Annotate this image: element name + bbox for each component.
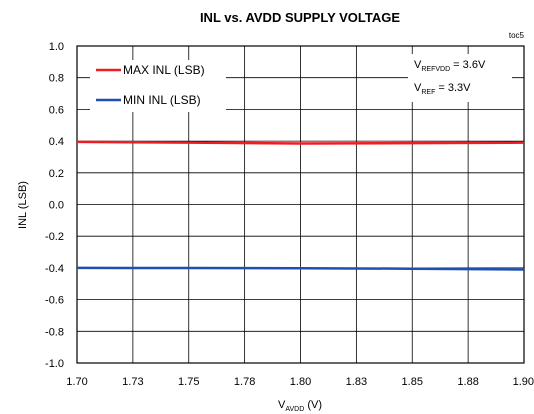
x-tick-label: 1.73	[122, 376, 143, 388]
y-tick-label: 0.6	[49, 104, 64, 116]
y-tick-label: 0.2	[49, 168, 64, 180]
y-tick-label: 1.0	[49, 41, 64, 53]
annotation-box: VREFVDD = 3.6V VREF = 3.3V	[408, 54, 512, 102]
y-axis-label: INL (LSB)	[17, 181, 29, 229]
y-tick-label: -0.6	[45, 295, 64, 307]
legend: MAX INL (LSB) MIN INL (LSB)	[90, 60, 226, 112]
annotation-refvdd: VREFVDD = 3.6V	[414, 59, 486, 73]
y-tick-label: -0.2	[45, 231, 64, 243]
annotation-background	[408, 54, 512, 102]
chart-title: INL vs. AVDD SUPPLY VOLTAGE	[200, 10, 400, 25]
series-lines	[76, 140, 525, 271]
x-tick-label: 1.70	[66, 376, 87, 388]
y-tick-label: -1.0	[45, 358, 64, 370]
legend-background	[90, 60, 226, 112]
series-min-inl-line	[76, 266, 525, 271]
series-max-inl-line	[76, 140, 525, 145]
y-tick-label: 0.4	[49, 136, 64, 148]
chart-tag: toc5	[509, 31, 525, 40]
y-tick-labels: 1.0 0.8 0.6 0.4 0.2 0.0 -0.2 -0.4 -0.6 -0.8 -1.0	[45, 41, 64, 370]
y-tick-label: -0.4	[45, 263, 64, 275]
x-tick-label: 1.80	[290, 376, 311, 388]
x-tick-label: 1.90	[513, 376, 534, 388]
x-axis-label: VAVDD (V)	[278, 399, 322, 413]
x-tick-label: 1.83	[346, 376, 367, 388]
legend-label-min: MIN INL (LSB)	[123, 93, 201, 107]
x-tick-label: 1.78	[234, 376, 255, 388]
x-tick-label: 1.85	[402, 376, 423, 388]
legend-label-max: MAX INL (LSB)	[123, 63, 205, 77]
y-tick-label: -0.8	[45, 326, 64, 338]
x-tick-labels: 1.70 1.73 1.75 1.78 1.80 1.83 1.85 1.88 1.90	[66, 376, 534, 388]
x-tick-label: 1.88	[457, 376, 478, 388]
y-tick-label: 0.0	[49, 200, 64, 212]
annotation-ref: VREF = 3.3V	[414, 82, 471, 96]
y-tick-label: 0.8	[49, 73, 64, 85]
plot-frame	[76, 45, 525, 364]
x-tick-label: 1.75	[178, 376, 199, 388]
